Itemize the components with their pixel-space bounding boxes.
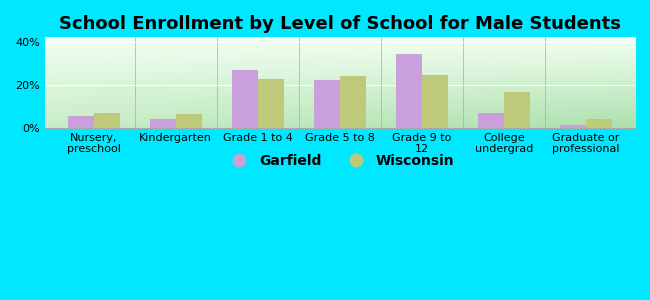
Bar [560, 125, 586, 128]
Bar [68, 116, 94, 128]
Bar [176, 114, 202, 128]
Legend: Garfield, Wisconsin: Garfield, Wisconsin [220, 148, 460, 174]
Bar [150, 119, 176, 128]
Bar [396, 53, 422, 128]
Bar [313, 80, 340, 128]
Bar [258, 80, 284, 128]
Title: School Enrollment by Level of School for Male Students: School Enrollment by Level of School for… [59, 15, 621, 33]
Bar [340, 76, 366, 128]
Bar [504, 92, 530, 128]
Bar [422, 75, 448, 128]
Bar [94, 113, 120, 128]
Bar [231, 70, 258, 128]
Bar [478, 113, 504, 128]
Bar [586, 119, 612, 128]
